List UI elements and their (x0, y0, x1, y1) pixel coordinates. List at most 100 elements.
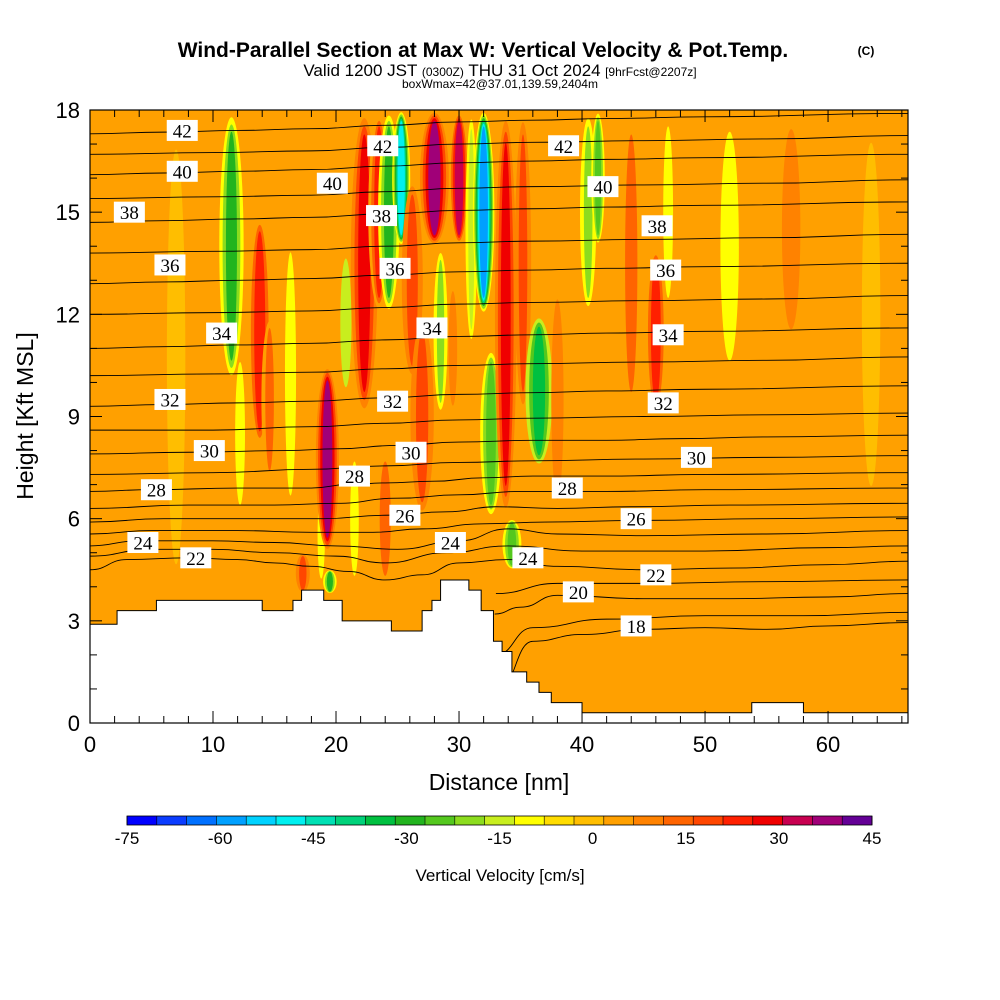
velocity-cell (374, 456, 396, 582)
theta-contour-30 (90, 434, 908, 455)
velocity-cell (166, 149, 186, 565)
theta-contour-20 (494, 593, 908, 615)
velocity-cell (284, 252, 297, 496)
contour-label-text: 38 (372, 207, 391, 228)
theta-contour-38 (90, 201, 908, 223)
colorbar-swatch (663, 816, 694, 825)
contour-label: 38 (366, 205, 398, 228)
contour-label-text: 32 (654, 394, 673, 415)
contour-label-text: 36 (386, 259, 405, 280)
subtitle-date: THU 31 Oct 2024 (468, 61, 600, 80)
velocity-cell (315, 369, 339, 549)
colorbar-swatch (246, 816, 277, 825)
terrain-mask (90, 579, 908, 723)
contour-label: 24 (512, 547, 544, 570)
contour-label: 30 (193, 440, 225, 463)
theta-contour-32 (90, 385, 908, 407)
x-tick-label: 10 (201, 732, 225, 757)
colorbar-swatch (276, 816, 307, 825)
velocity-band (454, 120, 464, 236)
colorbar-swatch (574, 816, 605, 825)
contour-label-text: 30 (200, 442, 219, 463)
theta-contour-28 (90, 472, 908, 492)
copyright-mark: (C) (858, 44, 875, 58)
contour-label: 36 (650, 259, 682, 282)
contour-label: 20 (562, 581, 594, 604)
velocity-cell (107, 150, 122, 574)
velocity-band (625, 134, 638, 392)
contour-label: 18 (620, 615, 652, 638)
contour-label: 24 (434, 532, 466, 555)
theta-contour-27 (90, 487, 908, 509)
contour-label-text: 24 (518, 549, 538, 570)
x-tick-label: 40 (570, 732, 594, 757)
velocity-band (861, 142, 881, 486)
colorbar-swatch (693, 816, 724, 825)
colorbar-swatch (156, 816, 187, 825)
y-tick-label: 18 (56, 98, 80, 123)
contour-label: 30 (680, 446, 712, 469)
contour-label-text: 36 (160, 256, 179, 277)
contour-label: 32 (154, 388, 186, 411)
colorbar-swatch (484, 816, 515, 825)
contour-label-text: 40 (323, 174, 342, 195)
contour-label: 40 (587, 176, 619, 199)
contour-label-text: 30 (687, 448, 706, 469)
contour-label-text: 32 (383, 392, 402, 413)
subtitle-utc-time: (0300Z) (422, 65, 464, 79)
colorbar-swatch (454, 816, 485, 825)
colorbar-tick-label: -15 (487, 829, 512, 848)
colorbar-tick-label: -30 (394, 829, 419, 848)
chart-title: Wind-Parallel Section at Max W: Vertical… (178, 39, 789, 62)
contour-label-text: 42 (173, 121, 192, 142)
theta-contour-33 (90, 356, 908, 377)
theta-contour-35 (90, 295, 908, 315)
contour-label-text: 26 (395, 506, 414, 527)
contour-label-text: 42 (373, 137, 392, 158)
contour-label-text: 40 (593, 178, 612, 199)
velocity-band (415, 330, 429, 503)
contour-label: 34 (416, 317, 448, 340)
contour-label: 38 (641, 215, 673, 238)
contour-label-text: 24 (133, 534, 153, 555)
x-tick-label: 30 (447, 732, 471, 757)
velocity-band (468, 129, 475, 330)
vertical-velocity-field (107, 112, 881, 593)
contour-label-text: 34 (422, 319, 442, 340)
contour-label: 36 (154, 254, 186, 277)
velocity-band (265, 327, 274, 471)
velocity-band (284, 252, 297, 496)
velocity-cell (323, 570, 337, 593)
contour-label: 34 (652, 324, 684, 347)
colorbar-swatch (186, 816, 217, 825)
colorbar-swatch (216, 816, 247, 825)
contour-label: 26 (389, 504, 421, 527)
contour-label: 28 (140, 479, 172, 502)
velocity-band (107, 150, 122, 574)
colorbar-swatch (752, 816, 783, 825)
colorbar-swatch (812, 816, 843, 825)
velocity-band (500, 142, 511, 486)
velocity-cell (514, 122, 532, 405)
velocity-cell (235, 362, 245, 506)
colorbar-tick-label: 45 (863, 829, 882, 848)
plot-area: 18 20 22 24 26 28 30 32 34 36 38 40 42 42 42 40 40 38 38 36… (90, 110, 908, 723)
velocity-cell (219, 117, 244, 376)
contour-label: 24 (127, 532, 159, 555)
velocity-band (350, 461, 359, 576)
theta-contour-34 (90, 327, 908, 349)
colorbar: -75 -60 -45 -30 -15 0 15 30 45 (115, 815, 882, 848)
velocity-cell (663, 126, 674, 298)
colorbar-swatch (305, 816, 336, 825)
x-axis: 0 10 20 30 40 50 60 (84, 110, 903, 757)
contour-label-text: 36 (656, 261, 675, 282)
velocity-cell (295, 554, 310, 592)
contour-label-text: 28 (345, 467, 364, 488)
velocity-band (166, 149, 186, 565)
theta-contour-26 (90, 502, 908, 523)
theta-contour-40 (90, 153, 908, 176)
contour-label: 22 (180, 547, 212, 570)
contour-label: 30 (395, 441, 427, 464)
contour-label-text: 30 (402, 443, 421, 464)
